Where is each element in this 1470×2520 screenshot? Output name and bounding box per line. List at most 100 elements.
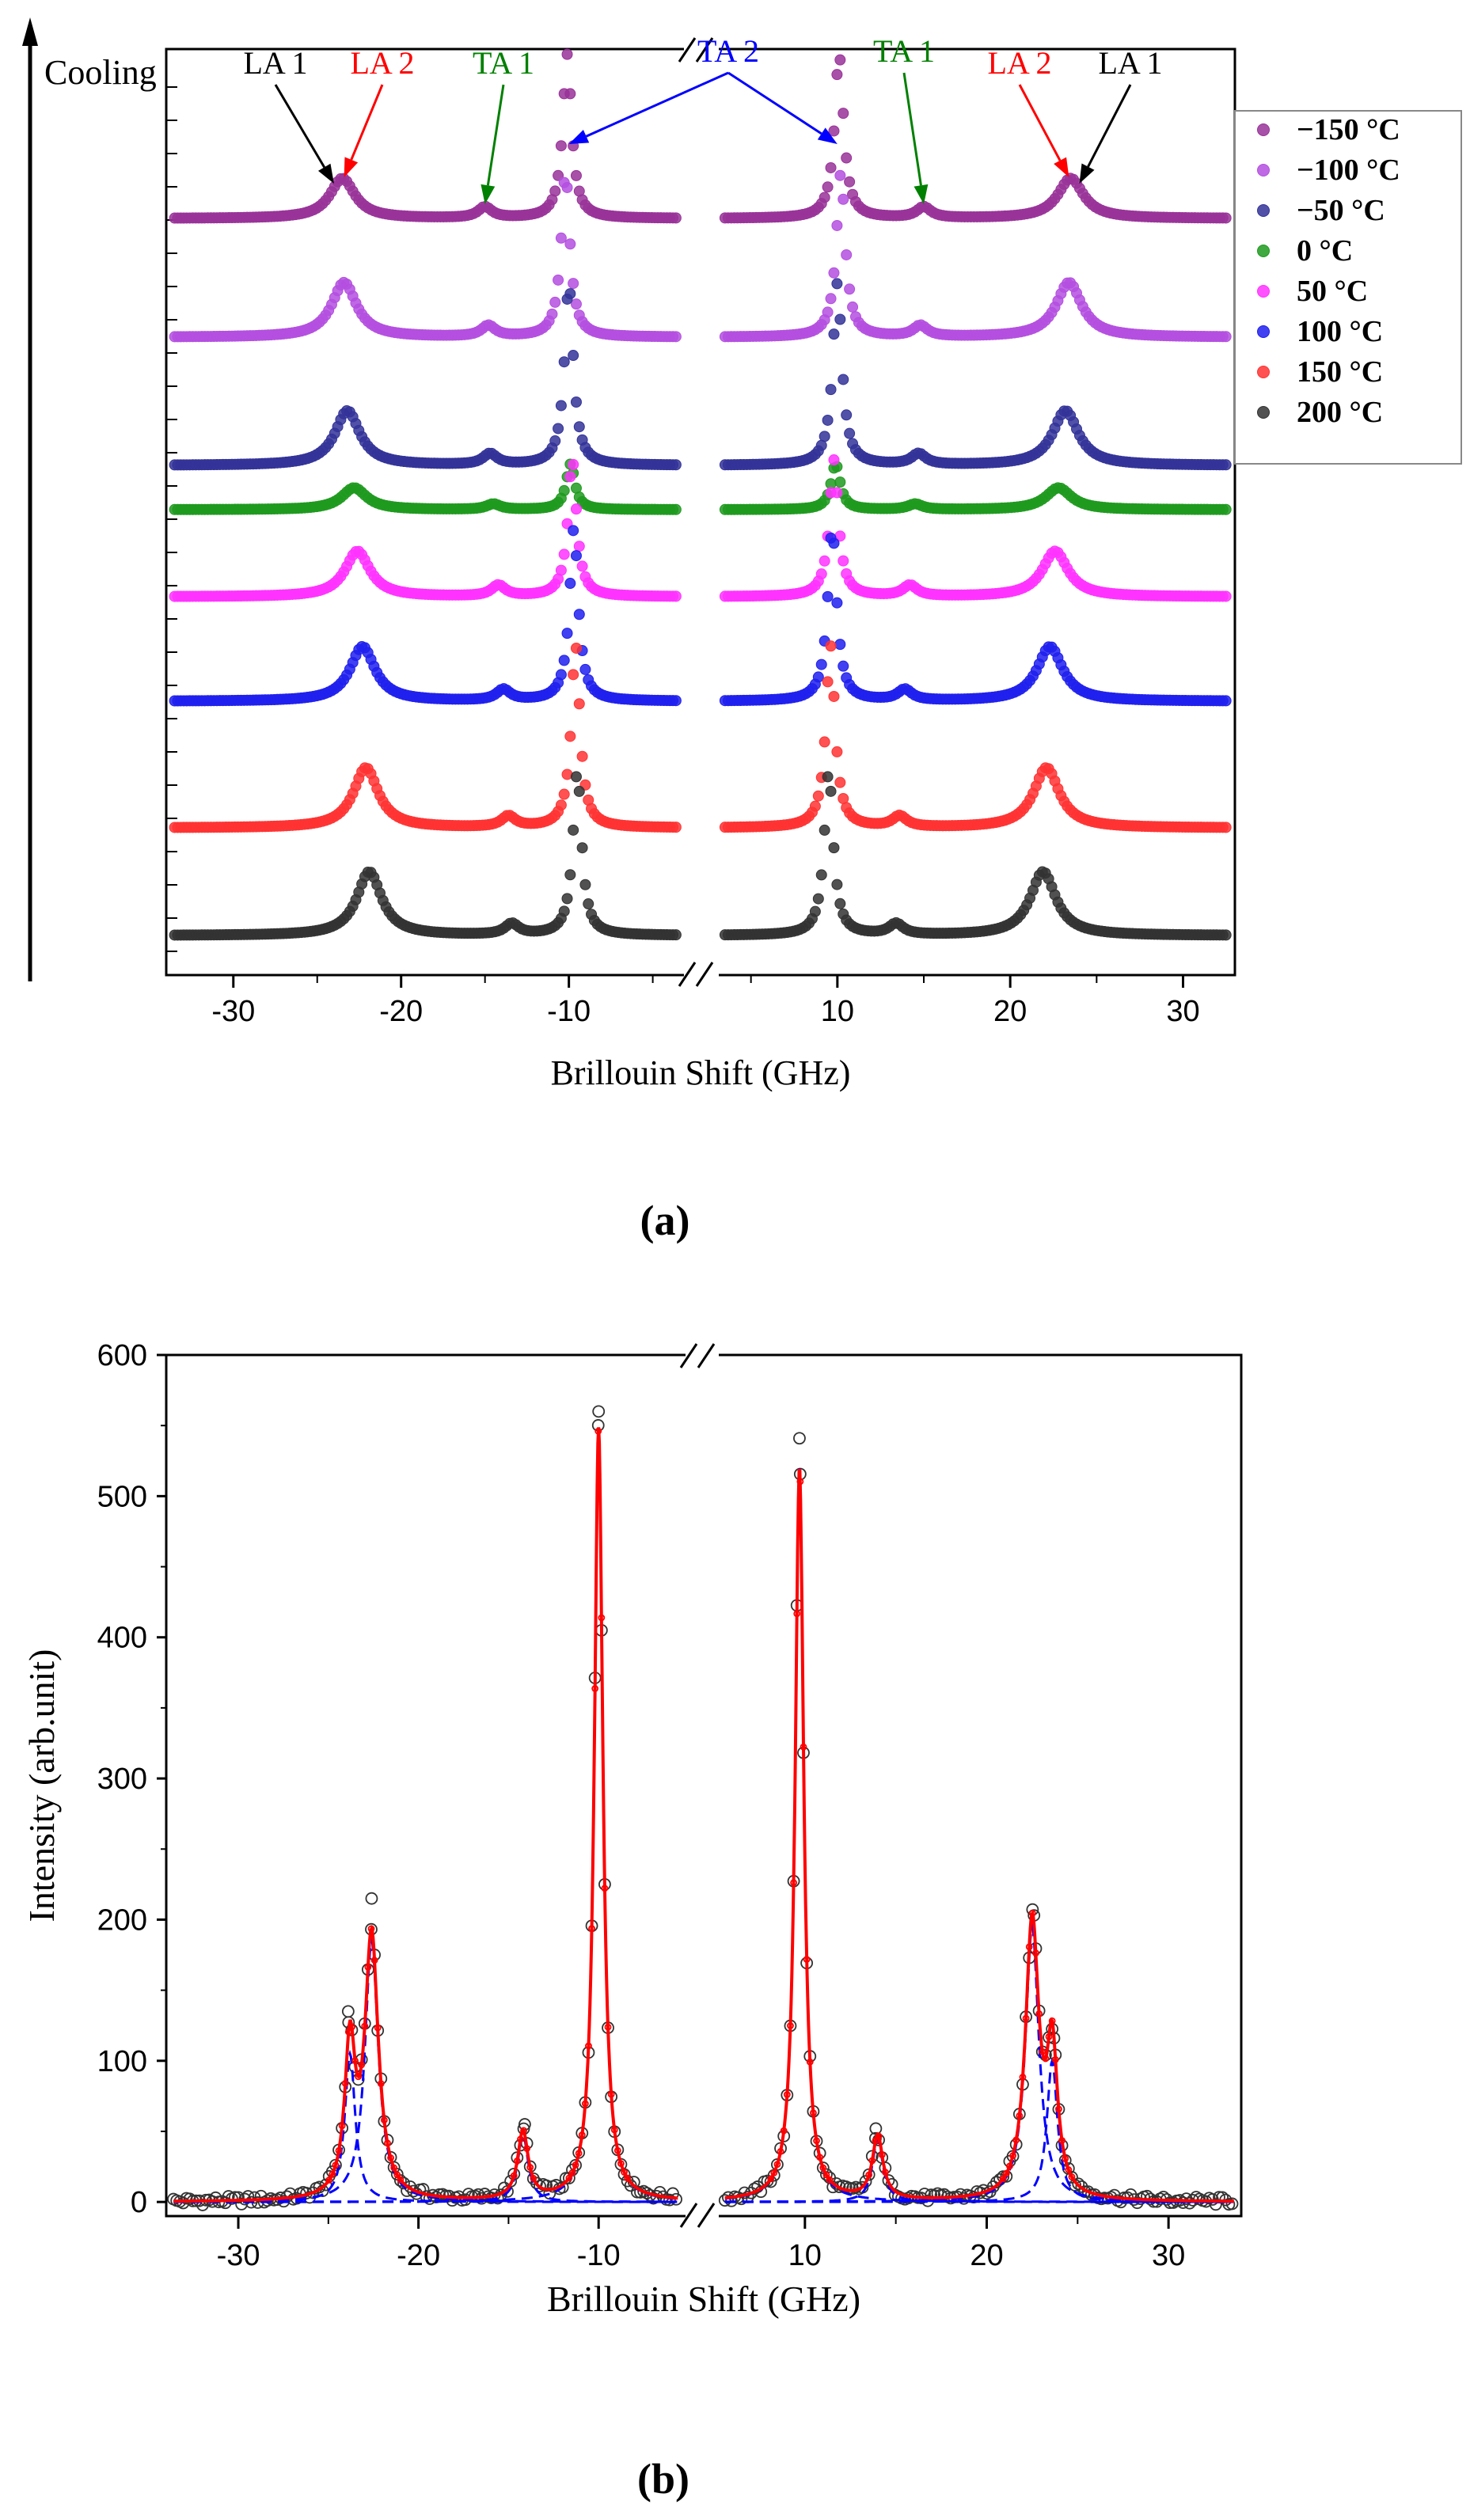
a-data-point <box>573 421 585 433</box>
b-total-fit-marker <box>878 2151 886 2158</box>
a-data-point <box>809 905 821 917</box>
a-data-point <box>838 193 849 205</box>
a-data-point <box>831 278 843 290</box>
panel-a-top-break-mark-1 <box>678 37 697 63</box>
b-data-point <box>183 2192 196 2206</box>
a-data-point <box>670 695 682 707</box>
a-data-point <box>558 548 570 560</box>
b-total-fit-marker <box>341 2079 349 2087</box>
b-data-point <box>540 2179 553 2192</box>
legend-box <box>1234 110 1462 465</box>
a-data-point <box>570 771 582 783</box>
a-data-point <box>579 663 591 675</box>
b-total-fit-marker <box>796 1478 804 1486</box>
b-total-fit-marker <box>397 2176 405 2184</box>
a-data-point <box>812 790 824 802</box>
a-data-point <box>670 929 682 941</box>
legend-marker <box>1257 204 1270 217</box>
b-y-tick-label: 500 <box>97 1480 147 1513</box>
cooling-arrow-head <box>22 17 38 46</box>
a-data-point <box>828 690 840 702</box>
b-total-fit-marker <box>624 2174 632 2182</box>
cooling-label: Cooling <box>44 53 157 92</box>
b-total-fit-marker <box>793 1610 801 1618</box>
a-data-point <box>815 869 827 881</box>
b-total-fit-marker <box>1039 2048 1046 2055</box>
b-total-fit-marker <box>517 2135 524 2143</box>
b-total-fit-marker <box>780 2127 788 2135</box>
panel-b-x-ticks: -30 -20 -10 10 20 30 <box>217 2216 1185 2272</box>
b-total-fit-marker <box>530 2174 537 2182</box>
panel-a-legend: −150 °C −100 °C −50 °C 0 °C 50 °C 100 °C 150 °… <box>1234 110 1462 465</box>
a-data-point <box>670 331 682 343</box>
a-data-point <box>841 409 853 421</box>
b-data-point <box>1225 2197 1239 2211</box>
a-data-point <box>819 555 830 567</box>
b-total-fit-marker <box>777 2147 784 2155</box>
b-total-fit-marker <box>338 2122 346 2130</box>
a-data-point <box>549 185 561 197</box>
a-data-point <box>831 69 843 81</box>
a-data-point <box>834 476 846 488</box>
a-data-point <box>831 487 843 499</box>
b-total-fit-marker <box>572 2161 579 2169</box>
panel-b-axis-break-mark-1 <box>679 2203 698 2228</box>
a-data-point <box>573 541 585 552</box>
legend-marker <box>1257 123 1270 136</box>
a-series-2 <box>169 278 1232 471</box>
a-data-point <box>555 400 567 412</box>
b-total-fit-marker <box>621 2169 628 2176</box>
b-data-point <box>1081 2185 1095 2199</box>
panel-a-annotations: LA 1 LA 2 TA 1 TA 2 TA 1 LA 2 LA 1 <box>243 33 1163 204</box>
a-data-point <box>822 181 834 193</box>
a-data-point <box>670 212 682 224</box>
b-total-fit-marker <box>329 2170 336 2178</box>
b-total-fit-marker <box>523 2145 531 2153</box>
b-total-fit-curve <box>724 1469 1234 2203</box>
b-total-fit-marker <box>370 1956 378 1964</box>
panel-a-axis-break-mark-2 <box>695 962 714 987</box>
a-data-point <box>1220 822 1232 833</box>
a-data-point <box>828 125 840 137</box>
a-data-point <box>822 771 834 783</box>
a-data-point <box>815 658 827 670</box>
b-total-fit-marker <box>1012 2136 1020 2144</box>
b-total-fit-curve <box>173 1427 678 2203</box>
a-series-7 <box>169 771 1232 941</box>
a-data-point <box>564 88 576 100</box>
a-data-point <box>819 824 830 836</box>
panel-b-axis-break-gap <box>686 2203 719 2227</box>
a-data-point <box>549 435 561 447</box>
b-data-point <box>663 2193 676 2207</box>
b-data-point-peak <box>793 1432 806 1445</box>
a-data-point <box>834 776 846 788</box>
b-total-fit-marker <box>367 1925 375 1933</box>
a-data-point <box>576 750 588 762</box>
a-data-point <box>558 484 570 496</box>
legend-label: 200 °C <box>1297 396 1383 429</box>
a-annotation-label: TA 1 <box>873 33 935 69</box>
a-data-point <box>570 642 582 654</box>
b-total-fit-marker <box>1062 2155 1069 2162</box>
a-data-point <box>809 800 821 812</box>
panel-a: Cooling -30 -20 -10 10 20 30 LA 1 LA 2 TA 1 TA 2… <box>22 17 1462 1244</box>
panel-b: 0 100 200 300 400 500 600 -30 -20 -10 10 20 30 Bril… <box>21 1339 1243 2503</box>
b-total-fit-marker <box>787 2022 794 2029</box>
a-data-point <box>828 842 840 854</box>
b-component-fit-curve <box>173 1936 678 2203</box>
b-data-point-peak <box>592 1405 606 1418</box>
a-annotation-arrow-head <box>1054 157 1069 177</box>
b-total-fit-marker <box>1042 2055 1050 2063</box>
b-total-fit-marker <box>374 2024 382 2032</box>
b-total-fit-marker <box>526 2164 534 2171</box>
a-data-point <box>561 181 573 193</box>
a-data-point <box>576 560 588 572</box>
a-series-3 <box>169 458 1232 515</box>
a-data-point <box>834 313 846 325</box>
a-series-6 <box>169 640 1232 833</box>
b-total-fit-marker <box>767 2175 775 2183</box>
b-x-tick-label: -20 <box>397 2239 440 2272</box>
b-total-fit-marker <box>875 2132 883 2140</box>
b-total-fit-marker <box>1028 1909 1036 1917</box>
a-data-point <box>834 169 846 181</box>
